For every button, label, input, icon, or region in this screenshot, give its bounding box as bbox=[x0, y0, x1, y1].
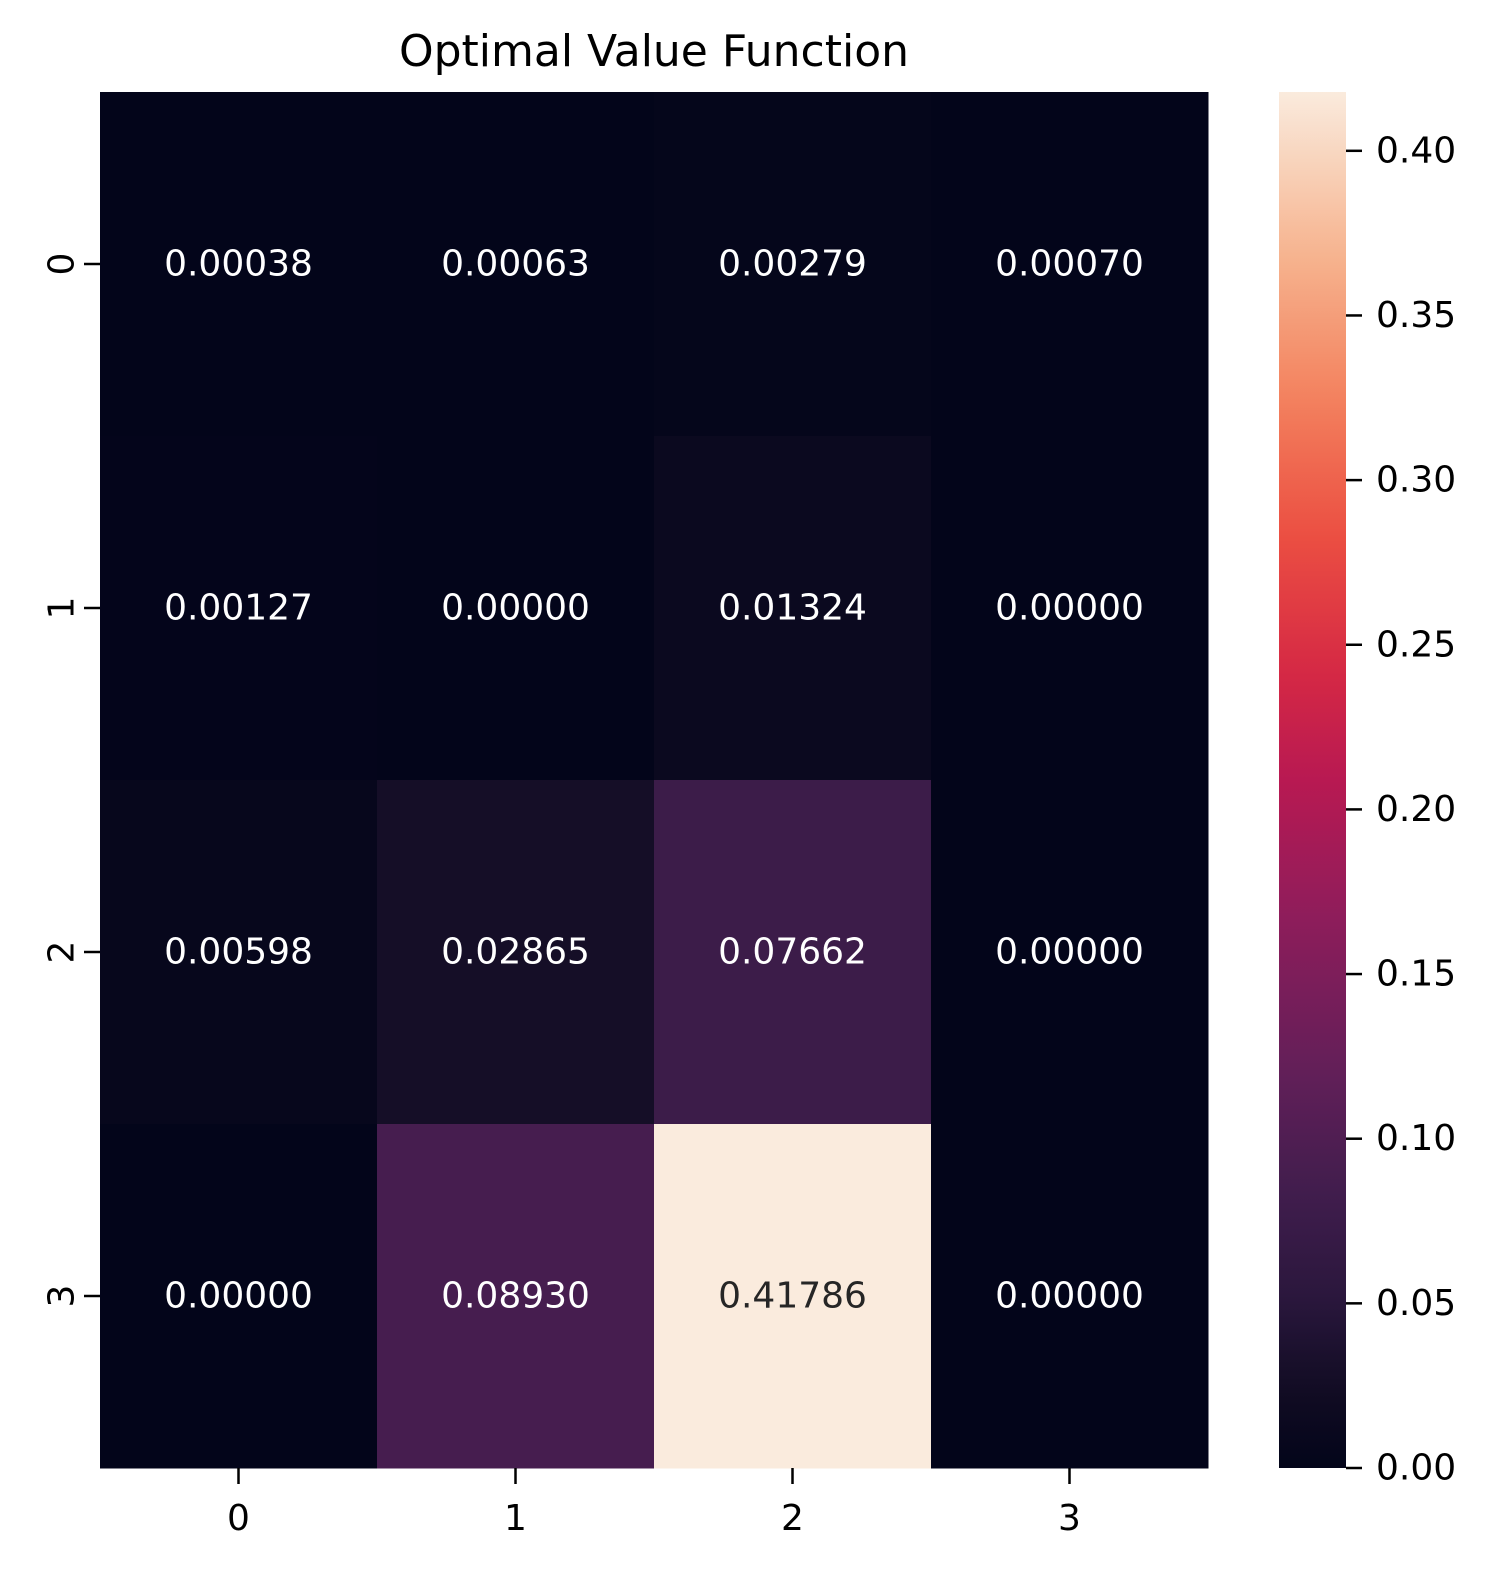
heatmap-cell-1-2 bbox=[654, 436, 932, 781]
chart-title: Optimal Value Function bbox=[399, 26, 909, 77]
heatmap-cell-label-3-1: 0.08930 bbox=[441, 1276, 590, 1317]
heatmap-cell-3-0 bbox=[100, 1124, 378, 1469]
colorbar-tick-label-2: 0.10 bbox=[1376, 1118, 1456, 1159]
heatmap-cell-label-1-1: 0.00000 bbox=[441, 588, 590, 629]
colorbar-tick-label-4: 0.20 bbox=[1376, 789, 1456, 830]
heatmap-cell-0-3 bbox=[931, 92, 1209, 437]
heatmap-cell-label-0-3: 0.00070 bbox=[995, 244, 1144, 285]
heatmap-cells bbox=[100, 92, 1209, 1469]
heatmap-cell-0-0 bbox=[100, 92, 378, 437]
heatmap-cell-label-0-2: 0.00279 bbox=[718, 244, 867, 285]
heatmap-cell-label-3-0: 0.00000 bbox=[164, 1276, 313, 1317]
x-tick-label-2: 2 bbox=[781, 1498, 804, 1539]
heatmap-cell-3-2 bbox=[654, 1124, 932, 1469]
colorbar-tick-label-1: 0.05 bbox=[1376, 1283, 1456, 1324]
colorbar-tick-label-6: 0.30 bbox=[1376, 460, 1456, 501]
colorbar bbox=[1279, 92, 1346, 1468]
heatmap-cell-label-2-2: 0.07662 bbox=[718, 932, 867, 973]
y-tick-label-1: 1 bbox=[42, 597, 83, 620]
heatmap-cell-2-1 bbox=[377, 780, 655, 1125]
heatmap-cell-0-1 bbox=[377, 92, 655, 437]
heatmap-cell-2-0 bbox=[100, 780, 378, 1125]
colorbar-tick-label-8: 0.40 bbox=[1376, 130, 1456, 171]
heatmap-cell-label-3-2: 0.41786 bbox=[718, 1276, 867, 1317]
heatmap-cell-3-1 bbox=[377, 1124, 655, 1469]
heatmap-cell-label-3-3: 0.00000 bbox=[995, 1276, 1144, 1317]
heatmap-cell-label-0-1: 0.00063 bbox=[441, 244, 590, 285]
y-tick-label-3: 3 bbox=[42, 1285, 83, 1308]
heatmap-cell-label-1-2: 0.01324 bbox=[718, 588, 867, 629]
heatmap-cell-label-1-3: 0.00000 bbox=[995, 588, 1144, 629]
heatmap-cell-label-2-0: 0.00598 bbox=[164, 932, 313, 973]
y-tick-label-2: 2 bbox=[42, 941, 83, 964]
heatmap-cell-2-2 bbox=[654, 780, 932, 1125]
colorbar-tick-label-7: 0.35 bbox=[1376, 295, 1456, 336]
colorbar-tick-label-0: 0.00 bbox=[1376, 1448, 1456, 1489]
colorbar-tick-label-3: 0.15 bbox=[1376, 954, 1456, 995]
x-tick-label-0: 0 bbox=[227, 1498, 250, 1539]
heatmap-cell-1-0 bbox=[100, 436, 378, 781]
y-tick-label-0: 0 bbox=[42, 253, 83, 276]
heatmap-cell-1-3 bbox=[931, 436, 1209, 781]
heatmap-cell-0-2 bbox=[654, 92, 932, 437]
heatmap-cell-1-1 bbox=[377, 436, 655, 781]
heatmap-cell-label-2-3: 0.00000 bbox=[995, 932, 1144, 973]
heatmap-cell-3-3 bbox=[931, 1124, 1209, 1469]
colorbar-axis: 0.00 0.05 0.10 0.15 0.20 0.25 0.30 0.35 0.40 bbox=[1346, 130, 1456, 1489]
colorbar-tick-label-5: 0.25 bbox=[1376, 624, 1456, 665]
x-tick-label-1: 1 bbox=[504, 1498, 527, 1539]
x-tick-label-3: 3 bbox=[1058, 1498, 1081, 1539]
y-axis: 0 1 2 3 bbox=[42, 253, 100, 1308]
heatmap-cell-2-3 bbox=[931, 780, 1209, 1125]
heatmap-cell-label-0-0: 0.00038 bbox=[164, 244, 313, 285]
heatmap-cell-label-1-0: 0.00127 bbox=[164, 588, 313, 629]
heatmap-cell-labels: 0.00038 0.00063 0.00279 0.00070 0.00127 0.000… bbox=[164, 244, 1144, 1317]
heatmap-cell-label-2-1: 0.02865 bbox=[441, 932, 590, 973]
x-axis: 0 1 2 3 bbox=[227, 1468, 1081, 1539]
